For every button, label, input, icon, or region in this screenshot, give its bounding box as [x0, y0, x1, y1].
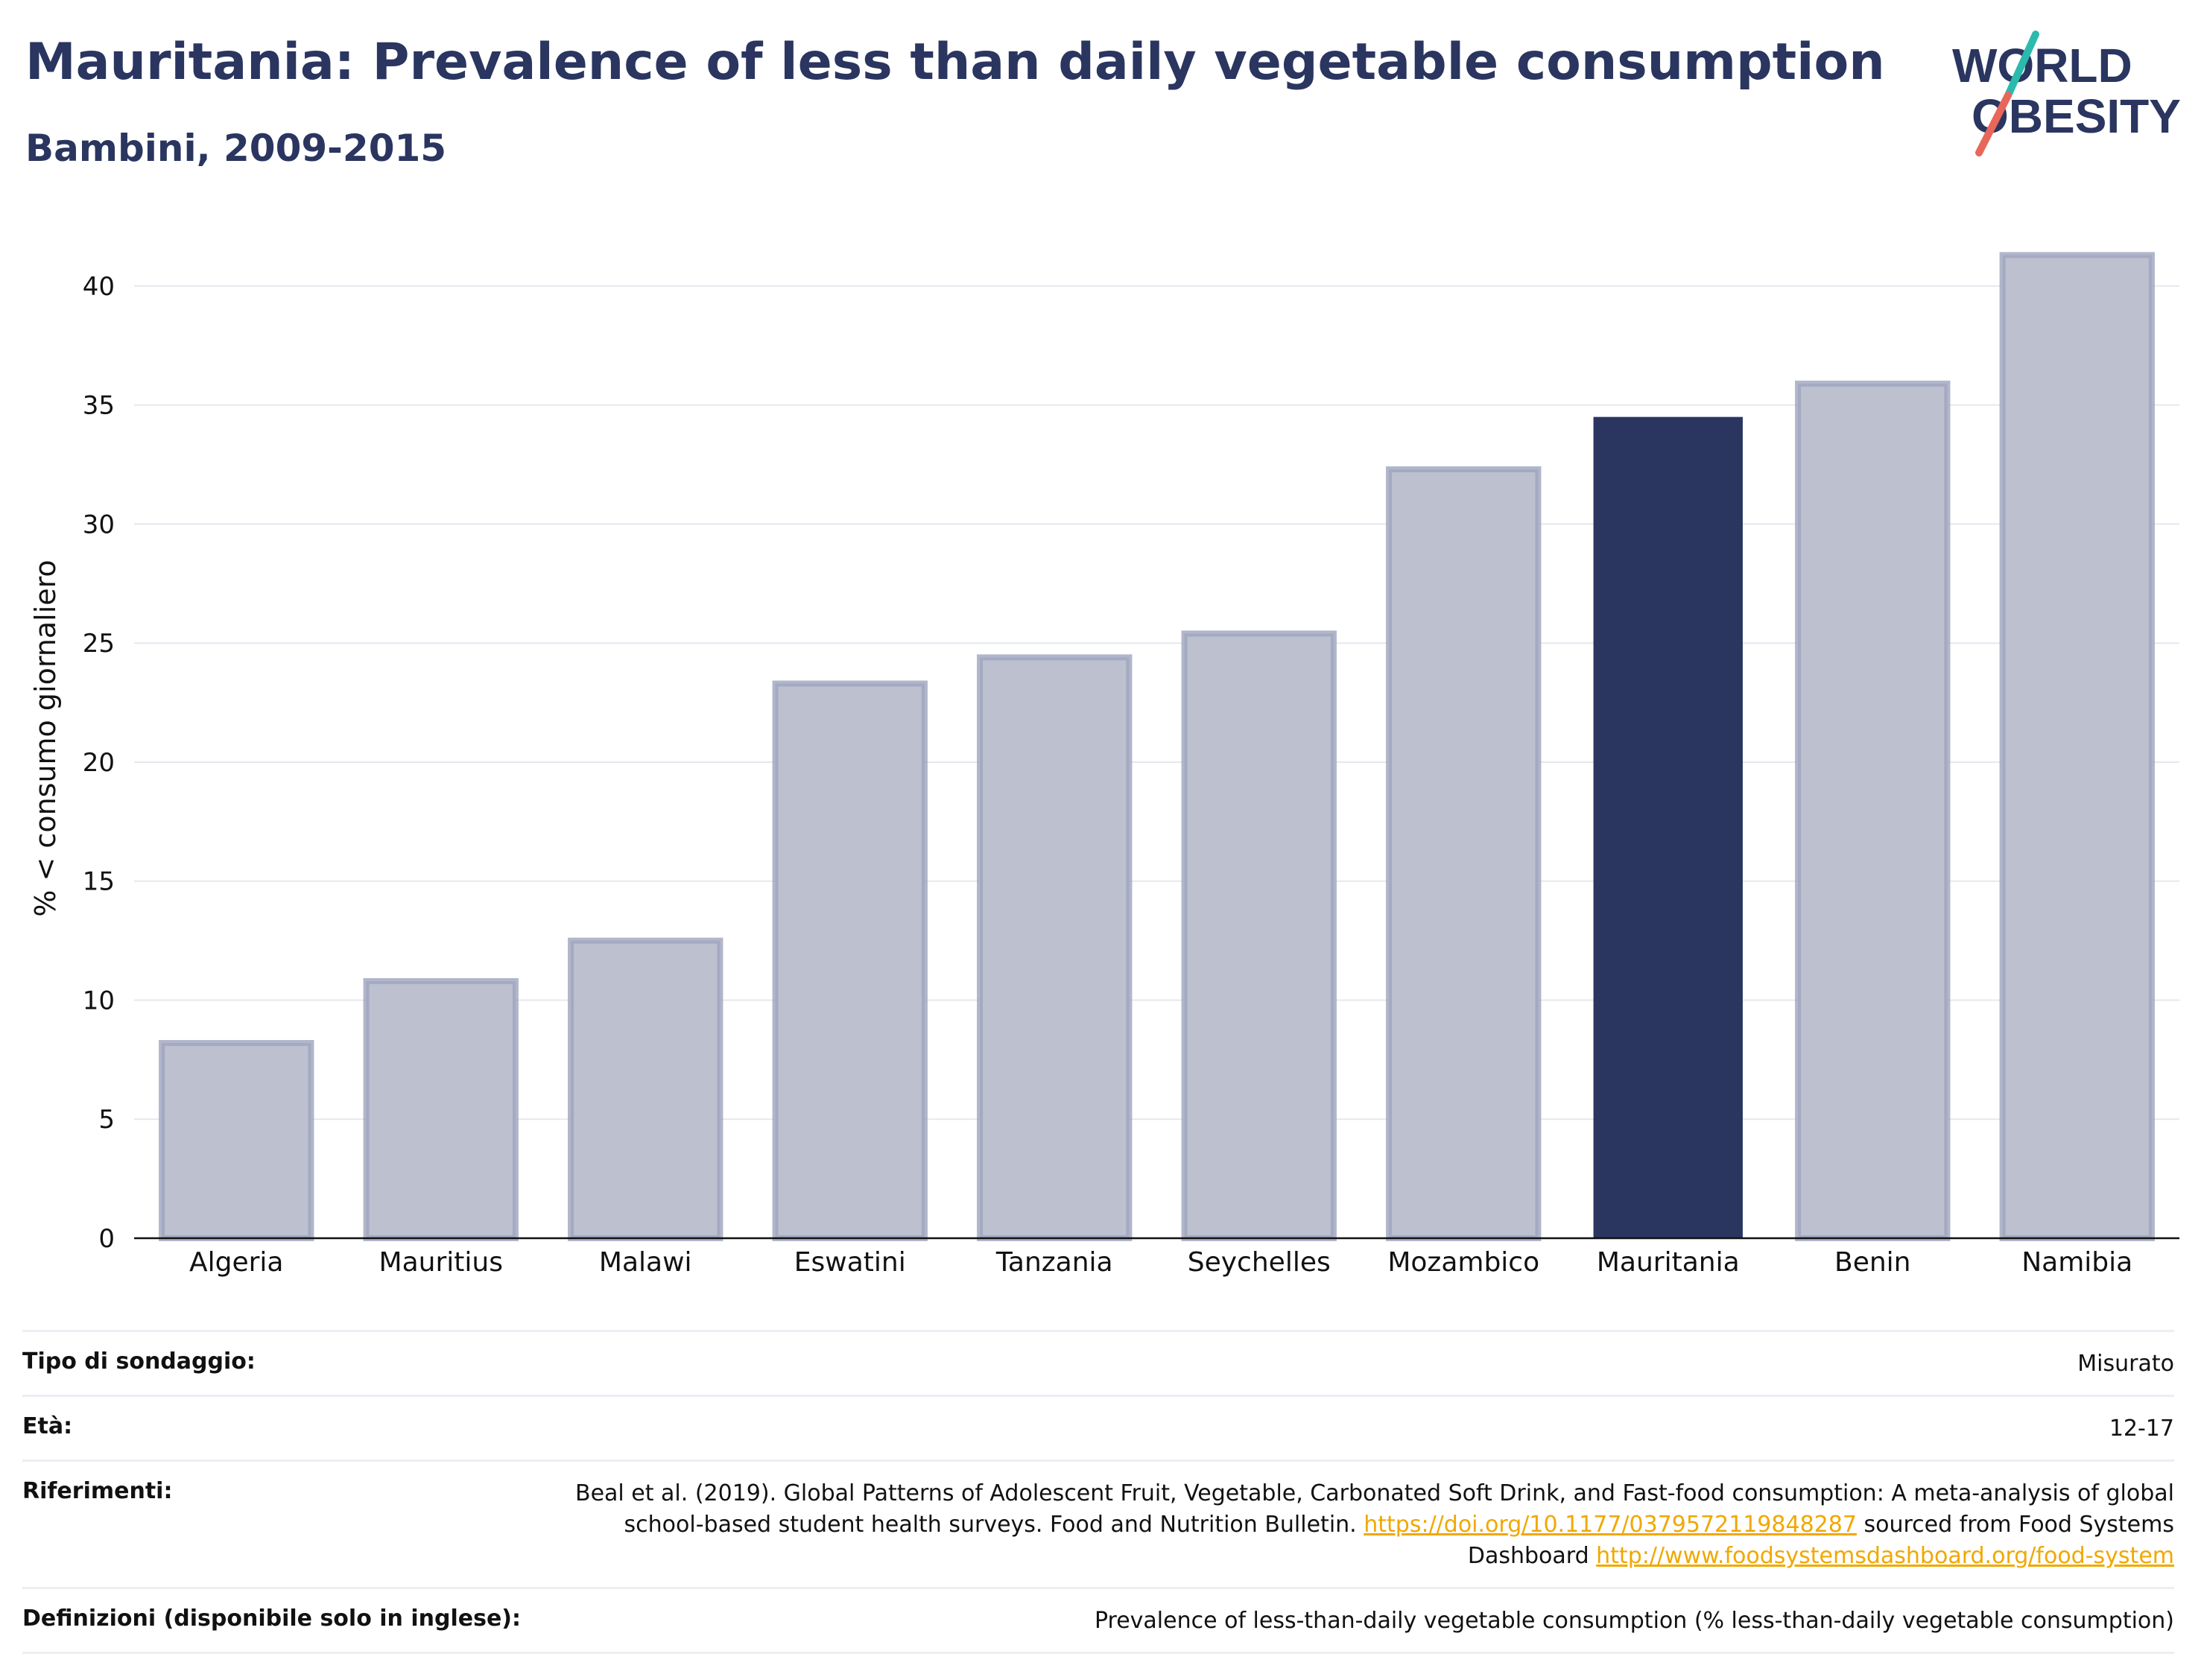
y-tick-label: 25 — [83, 629, 115, 659]
x-tick-label: Mauritius — [379, 1247, 503, 1278]
bar-malawi — [568, 937, 723, 1241]
y-tick-label: 0 — [98, 1224, 115, 1254]
x-tick-label: Malawi — [599, 1247, 692, 1278]
logo-slash-teal — [2004, 31, 2039, 99]
x-tick-label: Eswatini — [794, 1247, 906, 1278]
info-table: Tipo di sondaggio: Misurato Età: 12-17 R… — [22, 1330, 2174, 1654]
x-tick-label: Mozambico — [1387, 1247, 1539, 1278]
bar-benin — [1795, 380, 1951, 1241]
x-tick-label: Algeria — [189, 1247, 284, 1278]
age-value: 12-17 — [2109, 1416, 2174, 1442]
bar-namibia — [1999, 252, 2155, 1241]
bar-chart: 0 5 10 15 20 25 30 35 40 Algeria Mauritius Malawi Es… — [29, 252, 2179, 1278]
bar-tanzania — [977, 654, 1133, 1241]
info-row-age: Età: 12-17 — [22, 1395, 2174, 1459]
bar-algeria — [159, 1039, 314, 1241]
y-tick-label: 35 — [83, 391, 115, 421]
info-row-references: Riferimenti: Beal et al. (2019). Global … — [22, 1459, 2174, 1587]
chart-title: Mauritania: Prevalence of less than dail… — [25, 33, 1885, 92]
y-tick-label: 10 — [83, 986, 115, 1015]
doi-link[interactable]: https://doi.org/10.1177/0379572119848287 — [1364, 1512, 1857, 1538]
reference-text-1: Beal et al. (2019). Global Patterns of A… — [574, 1480, 2174, 1538]
definitions-label: Definizioni (disponibile solo in inglese… — [22, 1605, 521, 1632]
definitions-value: Prevalence of less-than-daily vegetable … — [1094, 1608, 2174, 1634]
bar-mozambico — [1386, 466, 1542, 1241]
info-row-definitions: Definizioni (disponibile solo in inglese… — [22, 1587, 2174, 1654]
x-tick-label: Seychelles — [1188, 1247, 1331, 1278]
references-label: Riferimenti: — [22, 1478, 173, 1504]
x-tick-label: Tanzania — [995, 1247, 1113, 1278]
y-axis-title: % < consumo giornaliero — [29, 560, 62, 916]
y-tick-label: 40 — [83, 272, 115, 302]
logo-word-world: WORLD — [1952, 39, 2132, 92]
reference-text-2: sourced from Food Systems Dashboard — [1467, 1512, 2174, 1569]
y-tick-label: 20 — [83, 748, 115, 778]
age-label: Età: — [22, 1413, 73, 1439]
chart-subtitle: Bambini, 2009-2015 — [25, 127, 447, 170]
x-tick-label: Mauritania — [1597, 1247, 1740, 1278]
survey-type-value: Misurato — [2077, 1351, 2174, 1377]
bar-mauritania — [1593, 416, 1743, 1238]
y-tick-label: 30 — [83, 510, 115, 539]
bar-mauritius — [363, 977, 519, 1242]
info-row-survey: Tipo di sondaggio: Misurato — [22, 1330, 2174, 1395]
bar-eswatini — [772, 680, 928, 1241]
references-value: Beal et al. (2019). Global Patterns of A… — [550, 1478, 2174, 1572]
y-tick-label: 15 — [83, 867, 115, 897]
y-tick-label: 5 — [98, 1105, 115, 1135]
x-tick-label: Benin — [1834, 1247, 1910, 1278]
survey-type-label: Tipo di sondaggio: — [22, 1348, 256, 1375]
x-tick-label: Namibia — [2021, 1247, 2132, 1278]
bar-seychelles — [1181, 630, 1337, 1241]
logo-slash-red — [1975, 92, 2012, 156]
food-systems-dashboard-link[interactable]: http://www.foodsystemsdashboard.org/food… — [1596, 1543, 2174, 1569]
world-obesity-logo: WORLD OBESITY — [1952, 31, 2181, 156]
